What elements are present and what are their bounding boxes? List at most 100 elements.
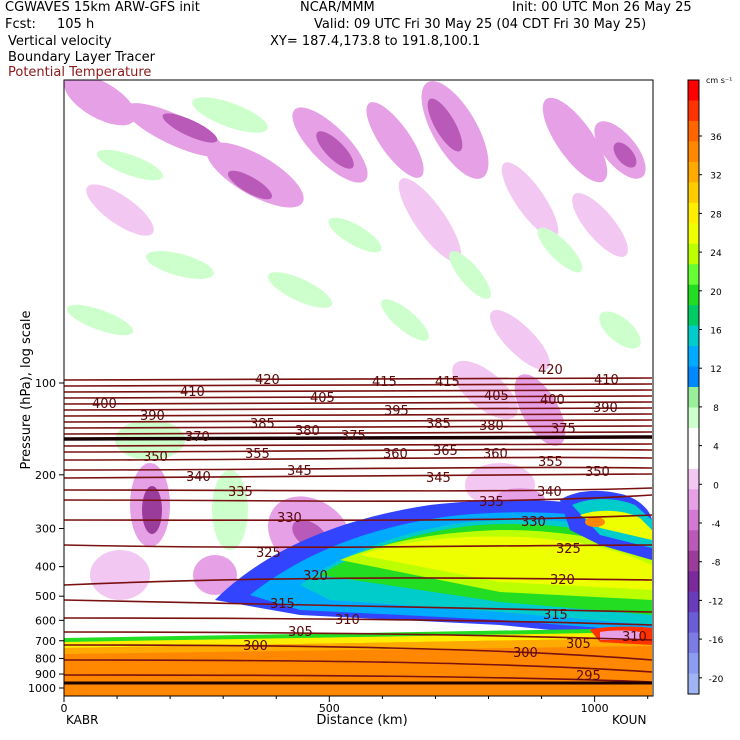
colorbar-swatch [688, 223, 699, 245]
colorbar-swatch [688, 80, 699, 101]
colorbar-swatch [688, 489, 699, 511]
colorbar-swatch [688, 202, 699, 224]
colorbar-swatch [688, 284, 699, 306]
theta-label: 295 [576, 669, 601, 684]
colorbar-label: 12 [710, 365, 721, 375]
colorbar-swatch [688, 100, 699, 122]
colorbar-swatch [688, 366, 699, 388]
colorbar-swatch [688, 182, 699, 204]
theta-label: 340 [186, 470, 211, 485]
theta-label: 305 [288, 625, 313, 640]
colorbar-label: 8 [713, 404, 719, 414]
colorbar-swatch [688, 325, 699, 347]
colorbar-label: -12 [709, 597, 724, 607]
colorbar-swatch [688, 264, 699, 286]
x-axis-label: Distance (km) [316, 713, 407, 728]
colorbar-label: 20 [710, 288, 722, 298]
theta-label: 315 [270, 597, 295, 612]
x-tick-label: 0 [61, 702, 68, 715]
y-tick-label: 900 [35, 668, 56, 681]
theta-contours [64, 377, 653, 685]
plot-frame [63, 79, 654, 697]
colorbar: 36 32 28 24 20 16 12 8 4 0 -4 -8 -12 -16 -20 [687, 79, 724, 695]
model-title: CGWAVES 15km ARW-GFS init [5, 0, 200, 15]
theta-label: 330 [277, 511, 302, 526]
colorbar-swatch [688, 448, 699, 470]
theta-label: 300 [513, 646, 538, 661]
theta-label: 400 [92, 397, 117, 412]
theta-label: 405 [484, 389, 509, 404]
theta-label: 320 [303, 569, 328, 584]
fcst-value: 105 h [57, 17, 95, 32]
colorbar-swatch [688, 550, 699, 572]
colorbar-swatch [688, 243, 699, 265]
theta-label: 355 [245, 447, 270, 462]
theta-label: 375 [551, 422, 576, 437]
field-potential-temperature: Potential Temperature [8, 65, 152, 80]
theta-label: 360 [383, 447, 408, 462]
colorbar-swatch [688, 427, 699, 449]
colorbar-label: 4 [713, 443, 719, 453]
theta-label: 310 [622, 630, 647, 645]
y-axis-label: Pressure (hPa), log scale [19, 311, 34, 470]
colorbar-label: -4 [712, 520, 721, 530]
y-tick-label: 1000 [28, 682, 56, 695]
colorbar-swatch [688, 612, 699, 634]
x-tick-label: 500 [319, 702, 340, 715]
field-boundary-layer-tracer: Boundary Layer Tracer [8, 50, 155, 65]
theta-label: 335 [479, 495, 504, 510]
theta-label: 375 [341, 429, 366, 444]
colorbar-swatch [688, 161, 699, 183]
xy-coords: XY= 187.4,173.8 to 191.8,100.1 [270, 34, 481, 49]
colorbar-label: 32 [710, 172, 721, 182]
colorbar-swatch [688, 468, 699, 490]
theta-label: 420 [255, 373, 280, 388]
theta-label: 350 [585, 465, 610, 480]
theta-label: 365 [433, 444, 458, 459]
x-tick-label: 1000 [581, 702, 609, 715]
y-tick-label: 400 [35, 561, 56, 574]
colorbar-swatch [688, 673, 699, 695]
theta-label: 380 [295, 424, 320, 439]
colorbar-swatch [688, 346, 699, 368]
theta-label: 315 [543, 608, 568, 623]
theta-label: 325 [556, 542, 581, 557]
colorbar-label: -16 [709, 636, 724, 646]
colorbar-swatch [688, 387, 699, 408]
colorbar-label: -8 [712, 559, 721, 569]
shading-layer: 420 415 415 420 410 410 405 405 400 400 … [64, 80, 653, 696]
colorbar-swatch [688, 407, 699, 429]
theta-label: 320 [550, 573, 575, 588]
theta-label: 345 [426, 471, 451, 486]
y-tick-label: 700 [35, 635, 56, 648]
colorbar-label: 24 [710, 249, 722, 259]
colorbar-swatch [688, 509, 699, 531]
theta-label: 330 [521, 515, 546, 530]
theta-label: 305 [566, 637, 591, 652]
colorbar-frame [687, 79, 700, 695]
theta-labels: 420 415 415 420 410 410 405 405 400 400 … [92, 363, 647, 684]
theta-label: 370 [185, 430, 210, 445]
colorbar-label: 16 [710, 327, 722, 337]
y-tick-label: 600 [35, 614, 56, 627]
theta-label: 360 [483, 447, 508, 462]
y-tick-label: 200 [35, 469, 56, 482]
theta-label: 325 [256, 546, 281, 561]
y-tick-label: 800 [35, 652, 56, 665]
colorbar-swatch [688, 141, 699, 163]
colorbar-label: 0 [713, 481, 719, 491]
colorbar-unit: cm s⁻¹ [706, 76, 732, 85]
theta-label: 390 [593, 401, 618, 416]
y-tick-label: 500 [35, 590, 56, 603]
theta-label: 420 [538, 363, 563, 378]
theta-label: 340 [537, 485, 562, 500]
theta-label: 300 [243, 639, 268, 654]
fcst-label: Fcst: [5, 17, 36, 32]
colorbar-label: 36 [710, 133, 722, 143]
y-tick-label: 100 [35, 377, 56, 390]
colorbar-swatch [688, 571, 699, 593]
colorbar-swatch [688, 120, 699, 142]
theta-label: 390 [140, 409, 165, 424]
